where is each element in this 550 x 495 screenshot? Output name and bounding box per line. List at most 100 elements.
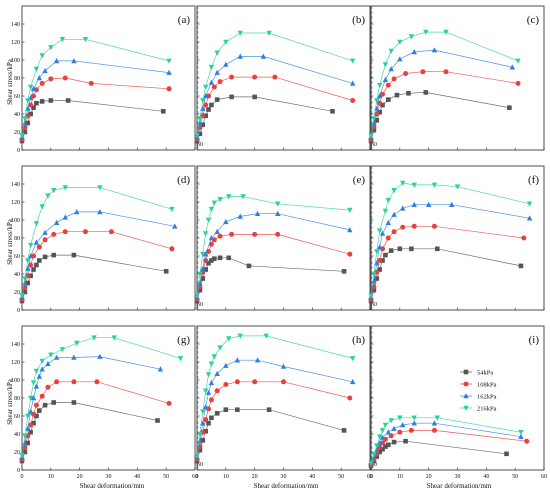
data-point [374,443,380,449]
data-point [254,357,261,363]
series-108kPa [19,75,172,142]
data-point [388,66,394,72]
x-tick-label: 30 [455,474,461,480]
data-point [518,263,524,269]
data-point [443,29,449,35]
data-point [385,197,391,204]
series-108kPa [368,223,527,302]
data-point [214,411,220,416]
data-point [19,133,25,139]
panel-tag: (h) [352,334,365,346]
data-point [45,193,51,199]
data-point [33,368,40,374]
data-point [397,415,403,421]
data-point [380,258,385,263]
data-point [391,211,397,217]
series-line [21,381,170,460]
data-point [374,454,380,459]
data-point [408,427,414,433]
series-line [370,92,510,142]
data-point [74,340,80,346]
panel-tag: (a) [178,14,191,26]
legend-item: 216kPa [460,405,497,412]
series-162kPa [368,201,533,300]
series-216kPa [19,37,172,139]
panel-frame [196,5,371,151]
data-point [200,98,206,104]
y-tick-label: 80 [14,396,20,402]
data-point [386,442,391,448]
data-point [376,93,383,99]
data-point [377,449,382,455]
data-point [214,50,220,56]
data-point [202,93,209,99]
panel-frame [370,325,545,471]
data-point [403,438,408,444]
data-point [82,229,88,235]
data-point [377,109,382,115]
series-line [21,100,164,142]
data-point [172,223,178,229]
x-tick-label-left-edge: 60 [371,462,377,468]
data-point [408,34,415,40]
data-point [374,276,380,281]
series-216kPa [368,29,521,139]
series-line [370,182,530,296]
y-axis-title-row-1: Shear stress/kPa [6,58,14,105]
panel-frame [21,5,196,151]
data-point [379,434,386,440]
series-line [21,254,167,302]
data-point [97,185,103,191]
panel-tag: (f) [528,174,539,186]
series-line [21,60,170,138]
series-108kPa [368,427,530,468]
series-54kPa [368,246,524,304]
data-point [526,201,533,207]
data-point [223,61,229,67]
data-point [71,400,77,405]
data-point [31,420,36,426]
data-point [160,109,166,114]
y-tick-label: 100 [11,218,20,224]
panel-2: 60 (b) [194,5,371,151]
data-point [515,58,521,64]
data-point [380,447,385,452]
data-point [25,280,31,286]
data-point [208,79,215,85]
y-tick-label: 140 [11,22,20,28]
data-point [226,336,232,342]
data-point [431,182,438,188]
data-point [202,251,209,257]
x-tick-label-left-edge: 60 [197,302,203,308]
panel-frame [21,325,196,471]
series-line [196,257,345,302]
data-point [214,69,220,75]
data-point [30,395,37,401]
data-point [45,384,51,390]
data-point [374,447,380,453]
data-point [226,255,232,261]
data-point [394,92,400,98]
data-point [431,420,438,426]
data-point [51,400,57,405]
data-point [74,209,80,215]
data-point [51,252,57,258]
data-point [237,53,243,59]
panel-4: 0 20 40 60 80 100 120 140 (d) [11,165,196,314]
data-point [341,269,347,274]
series-line [21,38,170,136]
data-point [203,113,208,119]
data-point [42,402,48,408]
x-tick-label: 0 [21,474,24,480]
y-axis-title-row-3: Shear stress/kPa [6,378,14,425]
data-point [200,265,206,271]
data-point [376,82,383,89]
data-point [197,116,203,122]
data-point [252,94,257,100]
data-point [371,271,377,277]
data-point [330,109,335,114]
series-54kPa [194,407,347,464]
data-point [37,258,42,263]
data-point [376,244,383,250]
x-tick-label: 40 [483,474,489,480]
